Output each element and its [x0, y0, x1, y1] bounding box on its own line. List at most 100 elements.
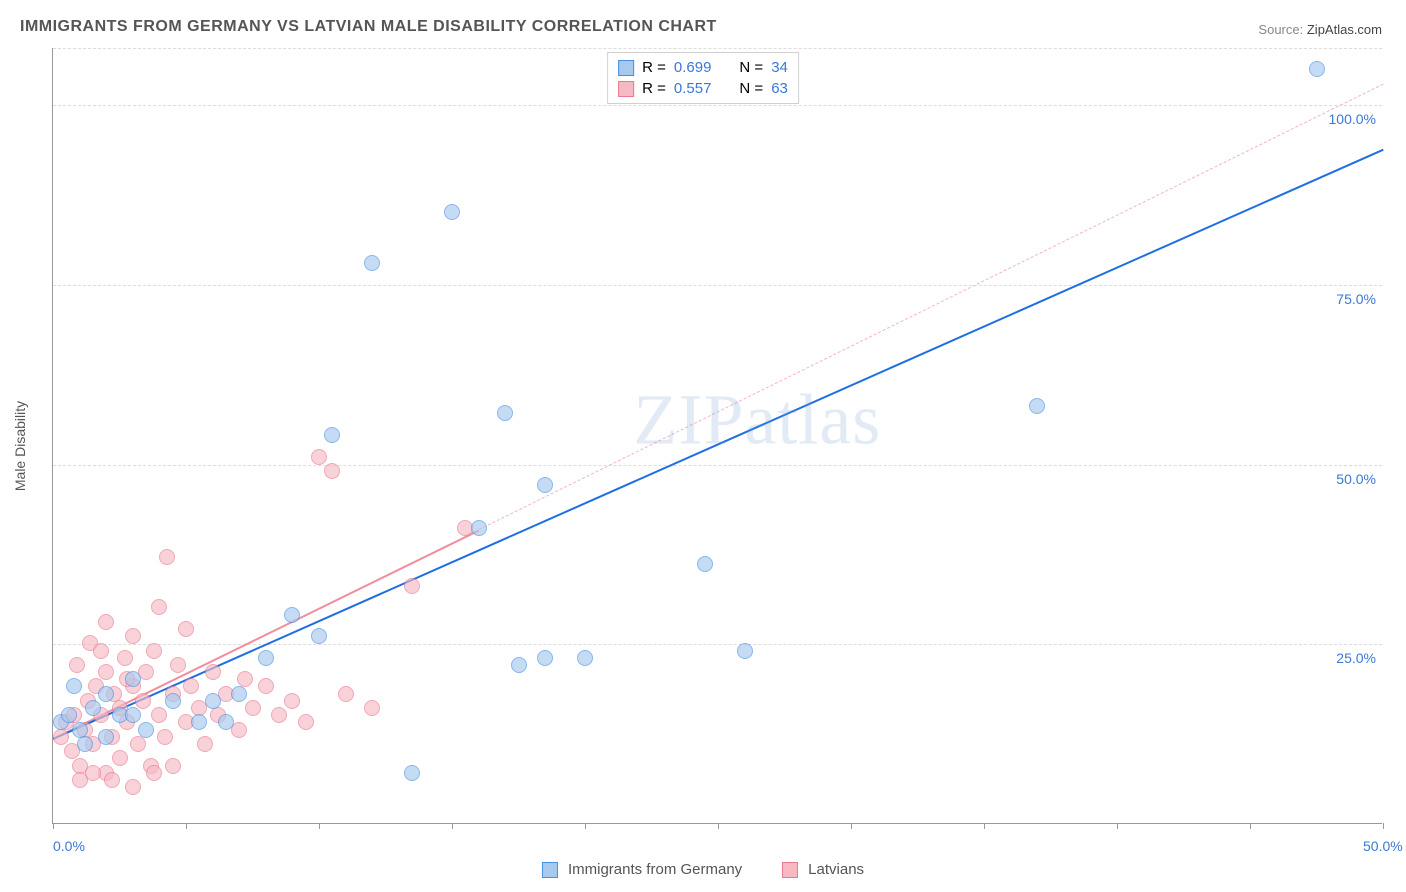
data-point: [183, 678, 199, 694]
data-point: [165, 758, 181, 774]
data-point: [98, 664, 114, 680]
series-legend: Immigrants from Germany Latvians: [542, 861, 864, 878]
data-point: [125, 779, 141, 795]
data-point: [112, 750, 128, 766]
data-point: [66, 678, 82, 694]
data-point: [159, 549, 175, 565]
data-point: [98, 729, 114, 745]
data-point: [324, 427, 340, 443]
data-point: [231, 686, 247, 702]
series2-label: Latvians: [808, 861, 864, 878]
data-point: [1029, 398, 1045, 414]
data-point: [138, 722, 154, 738]
data-point: [178, 621, 194, 637]
data-point: [404, 765, 420, 781]
data-point: [404, 578, 420, 594]
y-tick-label: 25.0%: [1336, 650, 1376, 666]
data-point: [311, 449, 327, 465]
data-point: [298, 714, 314, 730]
data-point: [1309, 61, 1325, 77]
gridline: [53, 644, 1382, 645]
r-label: R =: [642, 59, 666, 76]
gridline: [53, 48, 1382, 49]
data-point: [271, 707, 287, 723]
chart-container: IMMIGRANTS FROM GERMANY VS LATVIAN MALE …: [0, 0, 1406, 892]
data-point: [157, 729, 173, 745]
regression-line: [53, 149, 1384, 740]
legend-swatch-series1: [542, 862, 558, 878]
source-value: ZipAtlas.com: [1307, 22, 1382, 37]
plot-area: ZIPatlas 25.0%50.0%75.0%100.0%0.0%50.0%: [52, 48, 1382, 824]
data-point: [135, 693, 151, 709]
data-point: [218, 714, 234, 730]
data-point: [444, 204, 460, 220]
data-point: [98, 614, 114, 630]
data-point: [284, 693, 300, 709]
data-point: [324, 463, 340, 479]
data-point: [338, 686, 354, 702]
data-point: [85, 700, 101, 716]
x-tick: [1250, 823, 1251, 829]
series1-label: Immigrants from Germany: [568, 861, 742, 878]
gridline: [53, 465, 1382, 466]
y-tick-label: 100.0%: [1329, 111, 1376, 127]
legend-swatch-series1: [618, 60, 634, 76]
data-point: [130, 736, 146, 752]
gridline: [53, 105, 1382, 106]
data-point: [577, 650, 593, 666]
data-point: [165, 693, 181, 709]
data-point: [125, 671, 141, 687]
x-tick-label: 50.0%: [1363, 838, 1403, 854]
x-tick: [851, 823, 852, 829]
n-value: 63: [771, 80, 788, 97]
legend-row: R = 0.557 N = 63: [618, 78, 788, 99]
data-point: [537, 477, 553, 493]
y-tick-label: 75.0%: [1336, 291, 1376, 307]
x-tick: [984, 823, 985, 829]
r-value: 0.557: [674, 80, 712, 97]
data-point: [125, 628, 141, 644]
gridline: [53, 285, 1382, 286]
data-point: [125, 707, 141, 723]
data-point: [151, 707, 167, 723]
data-point: [697, 556, 713, 572]
data-point: [98, 686, 114, 702]
data-point: [61, 707, 77, 723]
r-value: 0.699: [674, 59, 712, 76]
data-point: [205, 664, 221, 680]
data-point: [69, 657, 85, 673]
data-point: [258, 678, 274, 694]
chart-title: IMMIGRANTS FROM GERMANY VS LATVIAN MALE …: [20, 18, 717, 36]
data-point: [170, 657, 186, 673]
legend-row: R = 0.699 N = 34: [618, 57, 788, 78]
data-point: [537, 650, 553, 666]
data-point: [205, 693, 221, 709]
data-point: [497, 405, 513, 421]
y-tick-label: 50.0%: [1336, 471, 1376, 487]
legend-swatch-series2: [782, 862, 798, 878]
x-tick: [53, 823, 54, 829]
x-tick: [186, 823, 187, 829]
data-point: [117, 650, 133, 666]
data-point: [151, 599, 167, 615]
data-point: [311, 628, 327, 644]
data-point: [258, 650, 274, 666]
data-point: [53, 729, 69, 745]
n-value: 34: [771, 59, 788, 76]
data-point: [197, 736, 213, 752]
data-point: [245, 700, 261, 716]
x-tick: [1383, 823, 1384, 829]
y-axis-label: Male Disability: [12, 401, 28, 491]
legend-swatch-series2: [618, 81, 634, 97]
source-attribution: Source: ZipAtlas.com: [1258, 22, 1382, 37]
r-label: R =: [642, 80, 666, 97]
data-point: [364, 255, 380, 271]
data-point: [364, 700, 380, 716]
data-point: [77, 736, 93, 752]
x-tick: [1117, 823, 1118, 829]
data-point: [85, 765, 101, 781]
correlation-legend: R = 0.699 N = 34 R = 0.557 N = 63: [607, 52, 799, 104]
data-point: [737, 643, 753, 659]
data-point: [471, 520, 487, 536]
data-point: [284, 607, 300, 623]
